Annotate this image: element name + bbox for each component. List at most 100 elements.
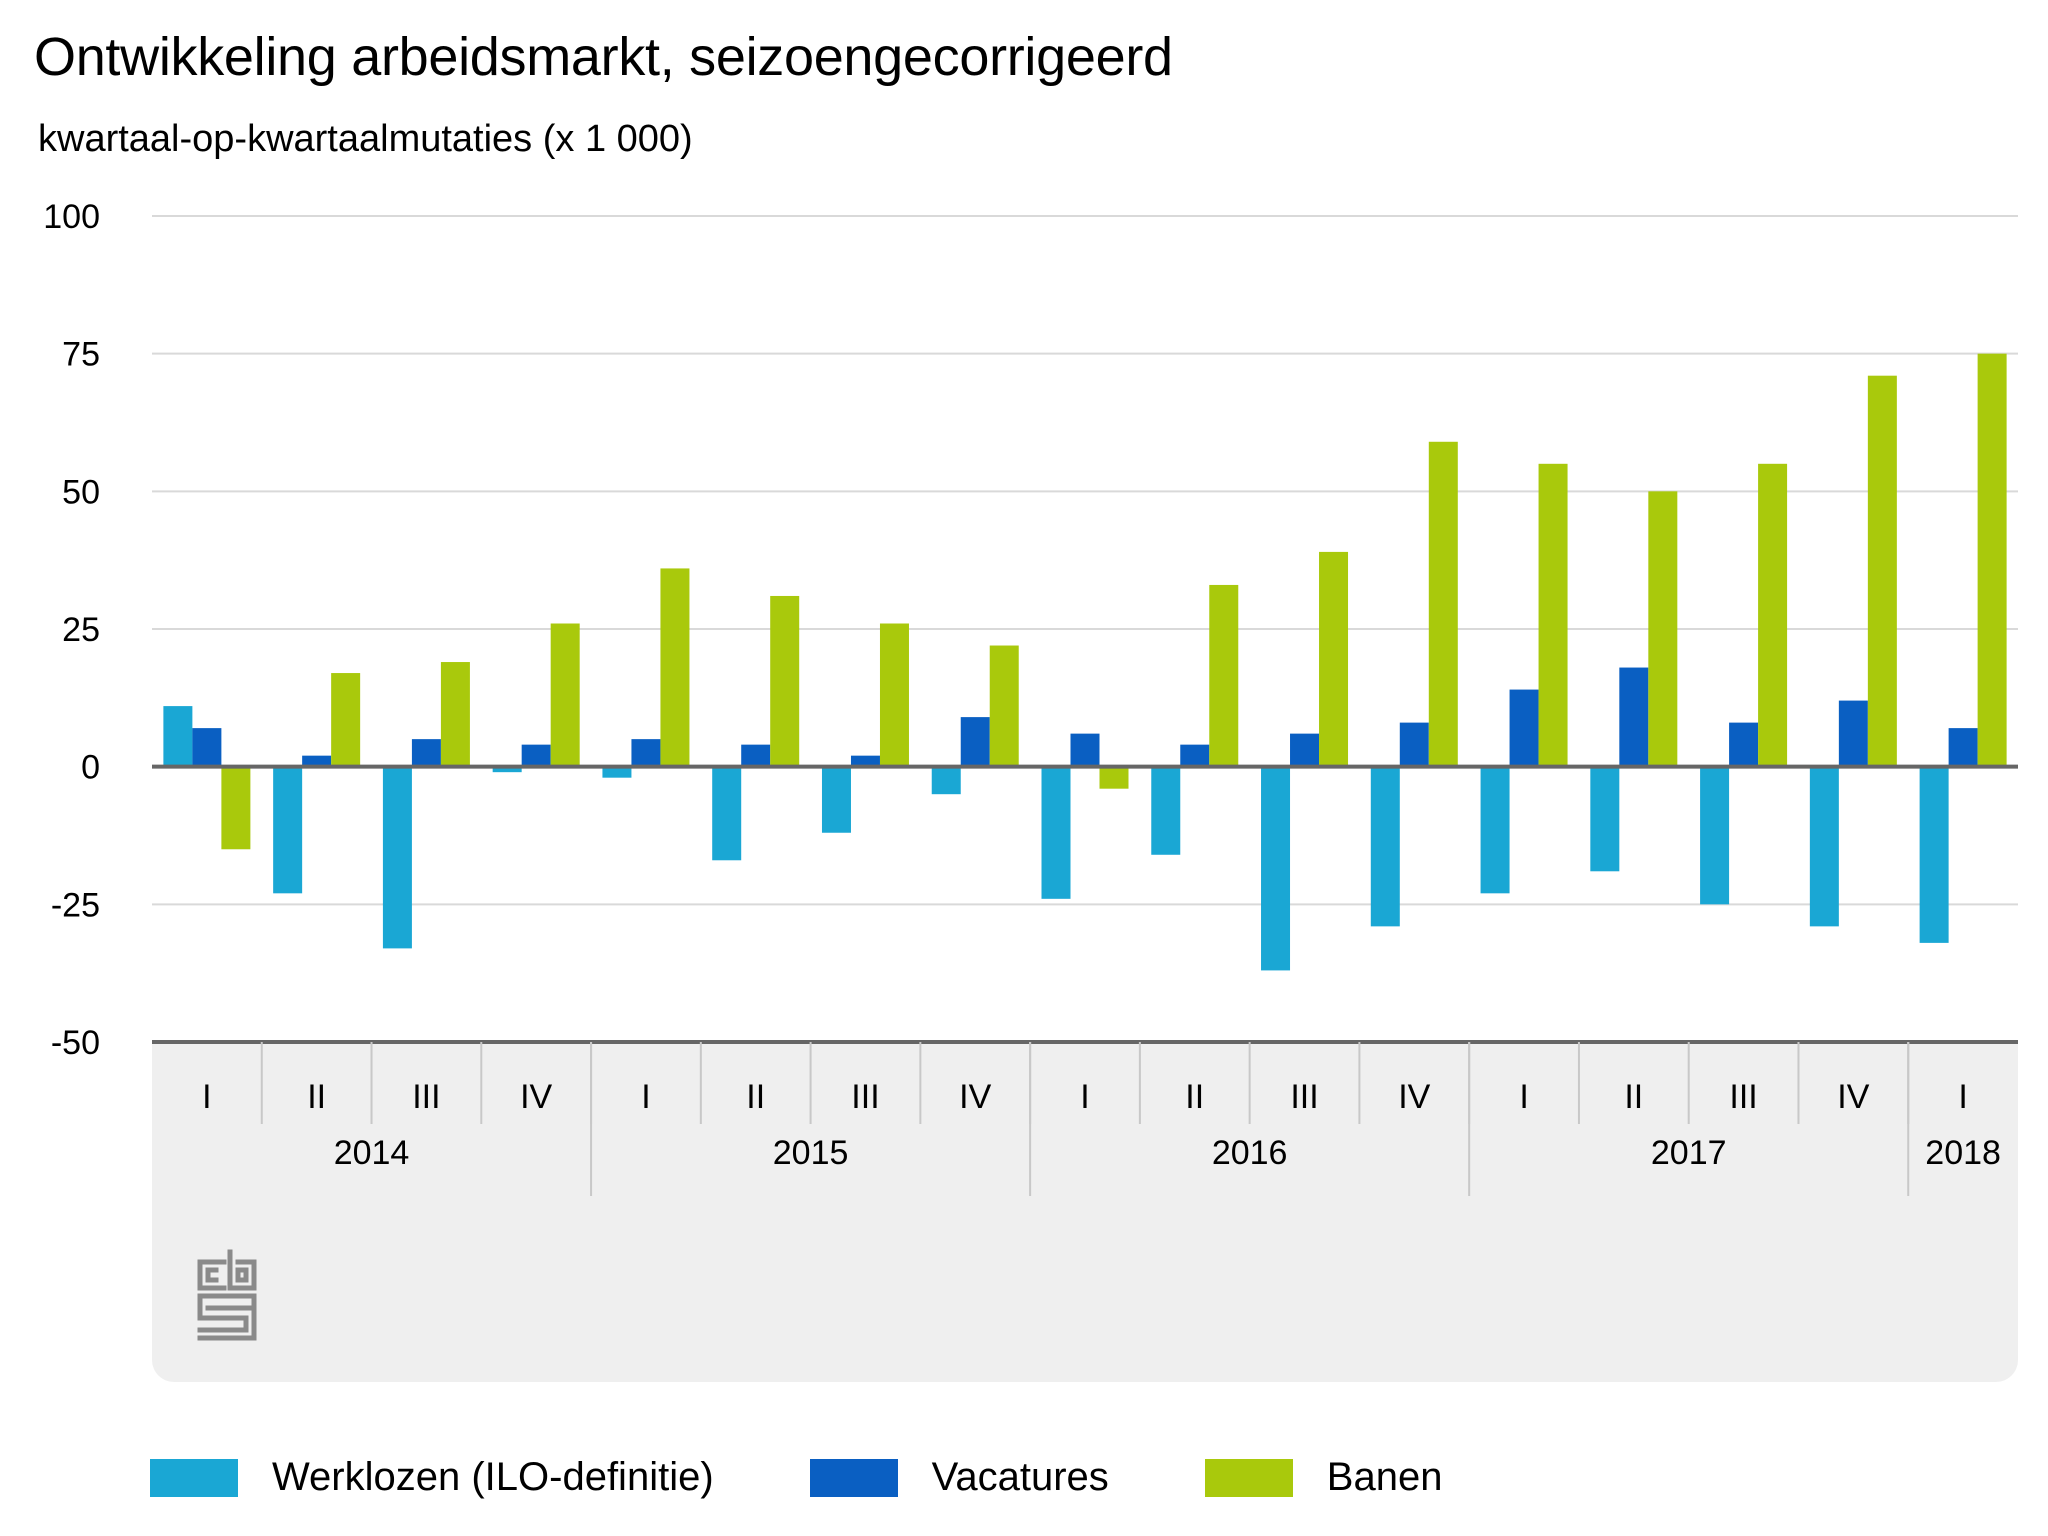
bar-banen: [1209, 584, 1239, 767]
bar-werklozen: [931, 766, 961, 795]
bar-werklozen: [602, 766, 632, 778]
logo-b-inner: [235, 1267, 249, 1283]
legend-swatch: [150, 1458, 238, 1497]
x-tick-label: III: [1729, 1078, 1757, 1116]
bar-werklozen: [1590, 766, 1620, 872]
y-tick-label: 75: [62, 336, 100, 374]
legend-label: Vacatures: [931, 1455, 1109, 1499]
x-tick-label: II: [307, 1078, 326, 1116]
bar-vacatures: [1619, 667, 1649, 767]
y-tick-label: -25: [51, 886, 100, 924]
bar-banen: [1977, 353, 2007, 767]
bar-werklozen: [1809, 766, 1839, 927]
x-tick-label: III: [851, 1078, 879, 1116]
logo-b: [227, 1249, 257, 1291]
x-tick-label: II: [1624, 1078, 1643, 1116]
x-tick-label: II: [746, 1078, 765, 1116]
bars: [163, 353, 2007, 971]
legend-item-werklozen: Werklozen (ILO-definitie): [150, 1455, 714, 1500]
bar-werklozen: [1261, 766, 1291, 971]
x-tick-label: III: [1290, 1078, 1318, 1116]
bar-banen: [1319, 551, 1349, 767]
bar-werklozen: [273, 766, 303, 894]
bar-vacatures: [411, 739, 441, 767]
logo-s-3: [197, 1309, 257, 1341]
bar-werklozen: [821, 766, 851, 833]
year-label: 2015: [773, 1134, 849, 1172]
y-tick-label: 100: [43, 198, 100, 236]
bar-banen: [440, 662, 470, 767]
legend-label: Werklozen (ILO-definitie): [272, 1455, 714, 1499]
bar-vacatures: [631, 739, 661, 767]
bar-werklozen: [1370, 766, 1400, 927]
bar-vacatures: [192, 728, 222, 767]
bar-banen: [331, 673, 361, 767]
year-label: 2016: [1212, 1134, 1288, 1172]
legend-swatch: [809, 1458, 898, 1497]
bar-vacatures: [1838, 700, 1868, 767]
bar-werklozen: [1041, 766, 1071, 899]
bar-banen: [1648, 491, 1678, 767]
x-tick-label: I: [641, 1078, 650, 1116]
bar-banen: [550, 623, 580, 767]
bar-werklozen: [1151, 766, 1181, 855]
footer-background-top: [152, 1042, 2018, 1082]
cbs-logo-mark: [197, 1249, 257, 1341]
bar-vacatures: [1070, 733, 1100, 767]
bar-vacatures: [960, 717, 990, 767]
bar-vacatures: [521, 744, 551, 767]
y-tick-label: 50: [62, 473, 100, 511]
legend-item-vacatures: Vacatures: [809, 1455, 1109, 1500]
bar-werklozen: [1919, 766, 1949, 943]
bar-banen: [879, 623, 909, 767]
footer-background: [152, 1042, 2018, 1382]
x-tick-label: IV: [1837, 1078, 1869, 1116]
bar-werklozen: [712, 766, 742, 861]
chart-footer-panel: [152, 1042, 2018, 1382]
bar-banen: [660, 568, 690, 767]
x-tick-label: II: [1185, 1078, 1204, 1116]
x-tick-label: IV: [959, 1078, 991, 1116]
bar-banen: [770, 595, 800, 767]
bar-werklozen: [163, 706, 193, 767]
bar-vacatures: [1290, 733, 1320, 767]
logo-c: [197, 1259, 227, 1291]
bar-banen: [989, 645, 1019, 767]
year-label: 2014: [334, 1134, 410, 1172]
x-tick-label: III: [412, 1078, 440, 1116]
x-tick-label: I: [1519, 1078, 1528, 1116]
bar-vacatures: [1399, 722, 1429, 767]
bar-vacatures: [1729, 722, 1759, 767]
x-tick-label: IV: [1398, 1078, 1430, 1116]
y-axis-tick-labels: 100 75 50 25 0 -25 -50: [43, 198, 100, 1062]
logo-s: [197, 1293, 257, 1333]
bar-werklozen: [492, 766, 522, 773]
bar-vacatures: [302, 755, 332, 767]
bar-werklozen: [1480, 766, 1510, 894]
bar-vacatures: [741, 744, 771, 767]
zero-baseline: [152, 764, 2018, 1044]
x-tick-label: I: [1958, 1078, 1967, 1116]
x-tick-label: IV: [520, 1078, 552, 1116]
bar-vacatures: [1948, 728, 1978, 767]
bar-banen: [221, 766, 251, 850]
cbs-logo: [197, 1249, 257, 1341]
x-tick-label: I: [202, 1078, 211, 1116]
chart-title: Ontwikkeling arbeidsmarkt, seizoengecorr…: [34, 27, 1173, 87]
year-label: 2017: [1651, 1134, 1727, 1172]
bar-werklozen: [382, 766, 412, 949]
logo-c-inner: [205, 1267, 219, 1283]
legend-label: Banen: [1326, 1455, 1443, 1499]
legend-item-banen: Banen: [1204, 1455, 1443, 1500]
chart-subtitle: kwartaal-op-kwartaalmutaties (x 1 000): [38, 118, 693, 160]
bar-banen: [1428, 441, 1458, 767]
y-tick-label: 0: [81, 749, 100, 787]
bar-banen: [1758, 463, 1788, 767]
x-tick-label: I: [1080, 1078, 1089, 1116]
bar-banen: [1867, 375, 1897, 767]
y-tick-label: -50: [51, 1024, 100, 1062]
legend: Werklozen (ILO-definitie) Vacatures Bane…: [150, 1455, 1538, 1500]
bar-banen: [1099, 766, 1129, 789]
bar-werklozen: [1700, 766, 1730, 905]
